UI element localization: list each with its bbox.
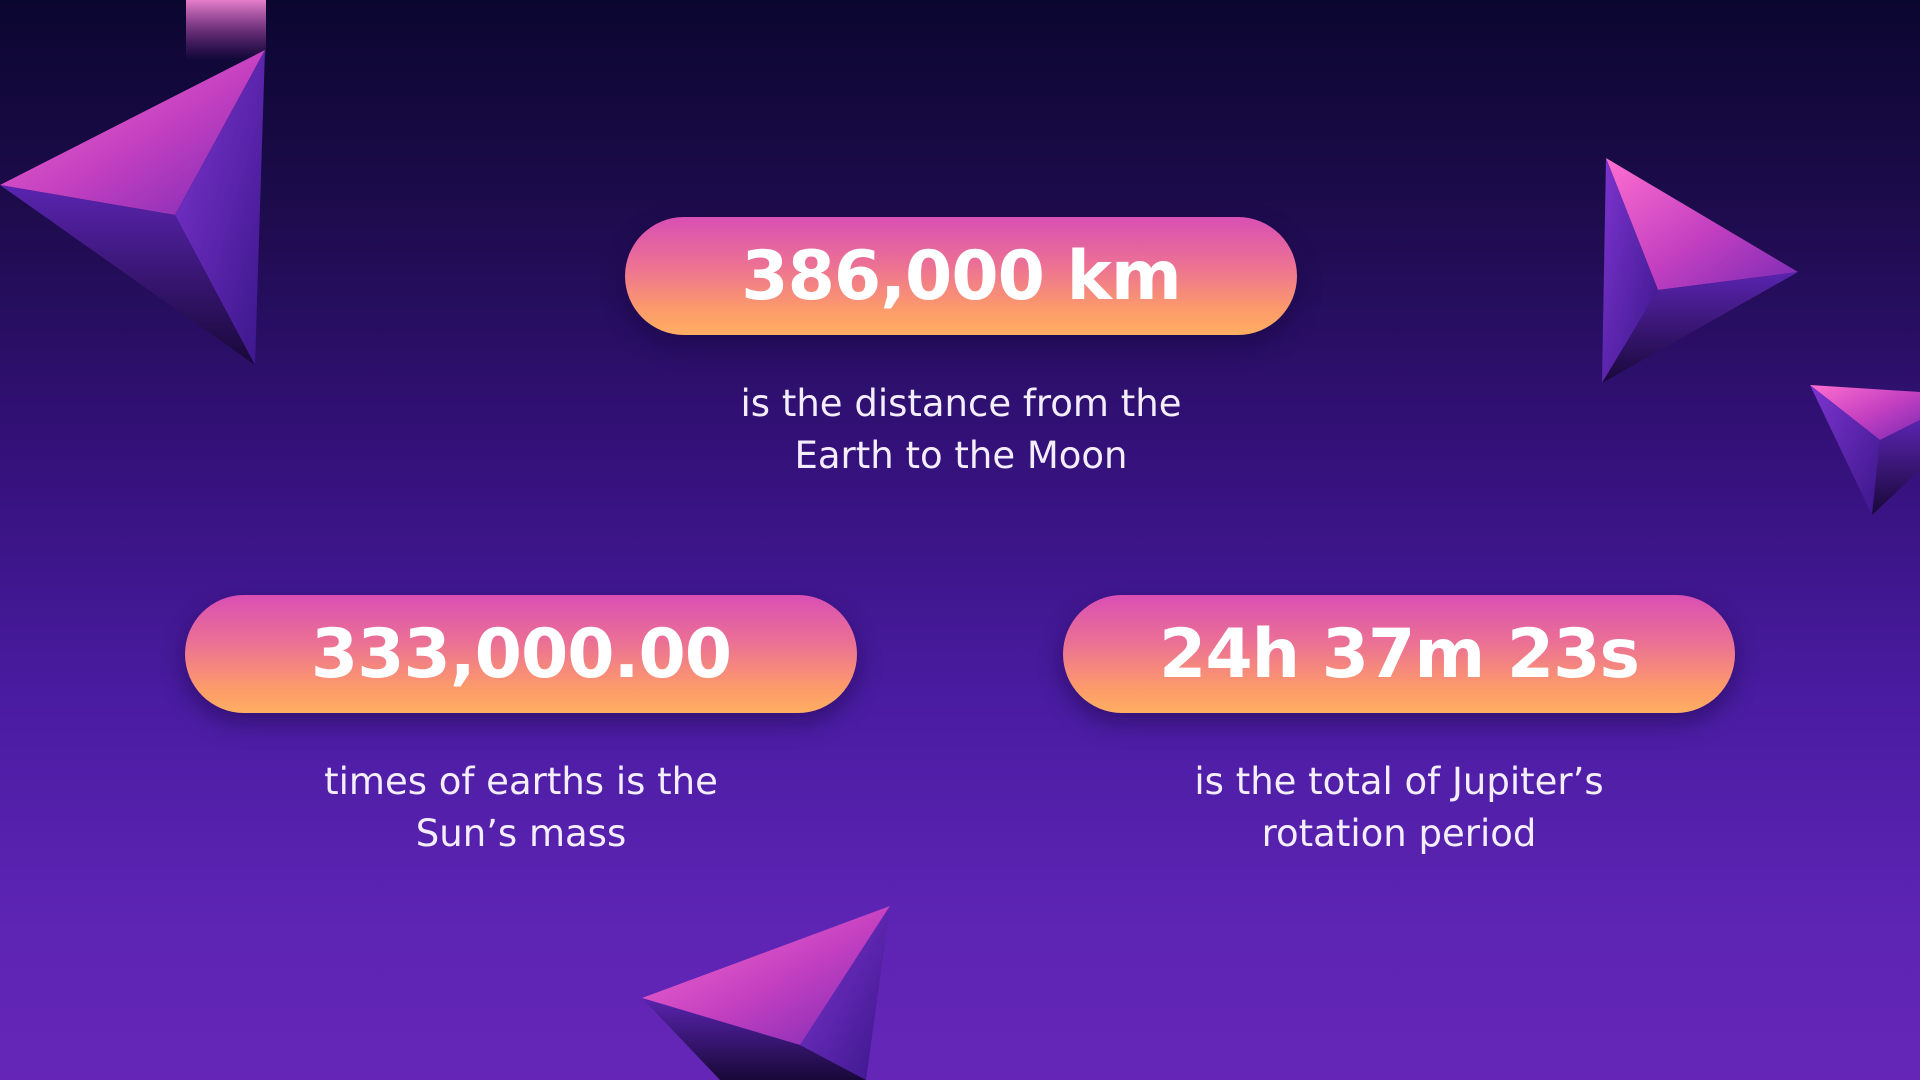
stat-value-distance: 386,000 km xyxy=(741,236,1181,316)
stat-description-rotation: is the total of Jupiter’s rotation perio… xyxy=(1063,756,1735,860)
stat-description-mass: times of earths is the Sun’s mass xyxy=(185,756,857,860)
stat-value-pill: 333,000.00 xyxy=(185,595,857,713)
description-line: is the total of Jupiter’s xyxy=(1194,760,1604,803)
description-line: times of earths is the xyxy=(324,760,718,803)
description-line: Earth to the Moon xyxy=(794,434,1128,477)
description-line: rotation period xyxy=(1261,812,1537,855)
stat-value-pill: 24h 37m 23s xyxy=(1063,595,1735,713)
triangle-shape xyxy=(642,906,890,1080)
triangle-shape xyxy=(1810,385,1920,515)
triangle-shape xyxy=(0,50,265,365)
stat-value-pill: 386,000 km xyxy=(625,217,1297,335)
triangle-shape xyxy=(1602,158,1798,383)
stat-value-mass: 333,000.00 xyxy=(310,614,732,694)
description-line: Sun’s mass xyxy=(415,812,627,855)
stat-value-rotation: 24h 37m 23s xyxy=(1159,614,1640,694)
glow-streak xyxy=(186,0,266,60)
description-line: is the distance from the xyxy=(740,382,1182,425)
stat-description-distance: is the distance from the Earth to the Mo… xyxy=(625,378,1297,482)
